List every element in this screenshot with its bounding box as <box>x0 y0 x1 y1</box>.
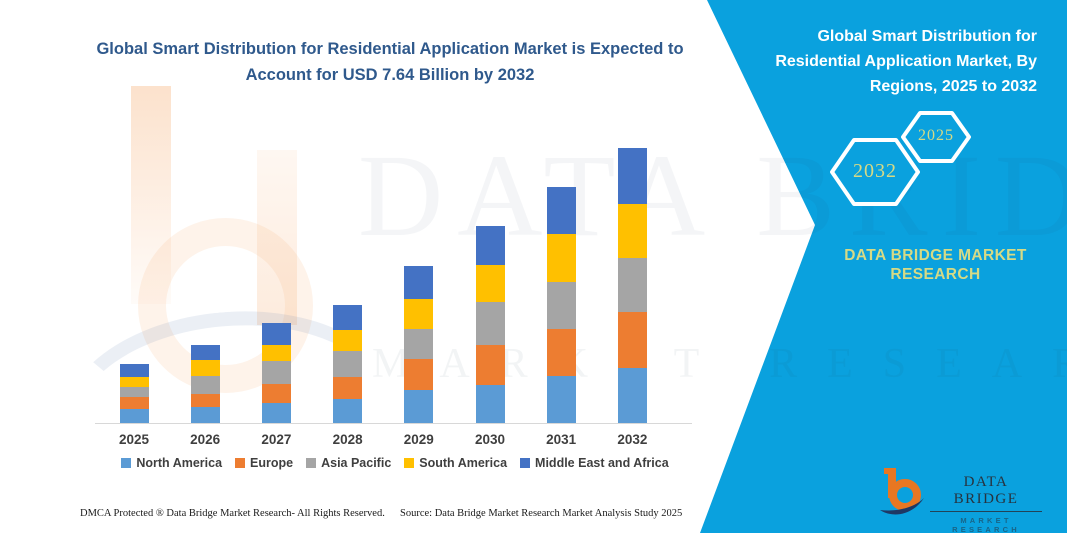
logo-text: DATA BRIDGE MARKET RESEARCH <box>930 474 1042 534</box>
legend-swatch <box>235 458 246 468</box>
bar-segment-middle-east-and-africa <box>261 323 291 345</box>
bar-segment-europe <box>404 359 434 390</box>
x-axis-label: 2029 <box>403 432 434 447</box>
bar-segment-europe <box>333 376 363 400</box>
logo-subtitle: MARKET RESEARCH <box>952 516 1020 534</box>
bar-segment-north-america <box>546 376 576 423</box>
bar-segment-europe <box>261 384 291 404</box>
legend-swatch <box>306 458 317 468</box>
bar-segment-middle-east-and-africa <box>475 226 505 265</box>
bar-segment-asia-pacific <box>333 351 363 377</box>
bar-segment-middle-east-and-africa <box>617 148 647 205</box>
bar-segment-asia-pacific <box>546 282 576 329</box>
bar-segment-europe <box>119 396 149 410</box>
bar-segment-europe <box>190 393 220 407</box>
bar-segment-south-america <box>119 376 149 387</box>
legend-item: Middle East and Africa <box>520 456 669 470</box>
bar-segment-asia-pacific <box>475 302 505 345</box>
x-axis-line <box>95 423 692 424</box>
bar-segment-middle-east-and-africa <box>333 305 363 330</box>
hexagon-2025-label: 2025 <box>918 127 954 144</box>
chart-legend: North America Europe Asia Pacific South Ame… <box>95 456 695 470</box>
x-axis-label: 2027 <box>261 432 292 447</box>
bar-segment-europe <box>546 328 576 377</box>
chart-title: Global Smart Distribution for Residentia… <box>50 36 730 88</box>
logo-name: DATA BRIDGE <box>930 474 1042 512</box>
bar-segment-asia-pacific <box>404 329 434 359</box>
legend-item: Europe <box>235 456 293 470</box>
logo-b-icon <box>880 468 924 515</box>
bar-segment-south-america <box>190 359 220 376</box>
bar-segment-south-america <box>333 329 363 352</box>
x-axis-label: 2025 <box>118 432 150 447</box>
bar-segment-north-america <box>119 409 149 423</box>
bar-segment-north-america <box>617 368 647 423</box>
chart-title-line1: Global Smart Distribution for Residentia… <box>96 40 684 58</box>
bar-segment-north-america <box>404 389 434 423</box>
hexagon-2025-shape <box>901 111 971 163</box>
bar-segment-middle-east-and-africa <box>546 186 576 235</box>
x-axis-label: 2030 <box>474 432 506 447</box>
legend-swatch <box>404 458 415 468</box>
x-axis-label: 2026 <box>190 432 221 447</box>
hexagon-2032-shape <box>830 138 920 206</box>
bar-segment-middle-east-and-africa <box>190 344 220 360</box>
brand-text: DATA BRIDGE MARKET RESEARCH <box>844 247 1027 283</box>
legend-label: North America <box>136 456 223 470</box>
bar-segment-north-america <box>190 406 220 423</box>
bar-segment-south-america <box>546 234 576 283</box>
legend-item: South America <box>404 456 507 470</box>
x-axis-label: 2031 <box>546 432 577 447</box>
bar-segment-middle-east-and-africa <box>119 363 149 377</box>
bar-segment-south-america <box>617 204 647 259</box>
bar-segment-north-america <box>333 399 363 423</box>
right-panel-title: Global Smart Distribution for Residentia… <box>775 28 1037 95</box>
bar-segment-asia-pacific <box>617 258 647 312</box>
x-axis-label: 2028 <box>332 432 363 447</box>
bar-segment-south-america <box>475 264 505 303</box>
bar-segment-europe <box>617 311 647 369</box>
legend-swatch <box>520 458 531 468</box>
bar-segment-asia-pacific <box>261 360 291 385</box>
data-bridge-logo: DATA BRIDGE MARKET RESEARCH <box>878 462 1053 534</box>
x-axis-label: 2032 <box>617 432 648 447</box>
dmca-notice: DMCA Protected ® Data Bridge Market Rese… <box>80 508 385 519</box>
chart-title-line2: Account for USD 7.64 Billion by 2032 <box>245 66 535 84</box>
legend-item: Asia Pacific <box>306 456 391 470</box>
bar-segment-south-america <box>404 298 434 330</box>
bar-segment-north-america <box>475 384 505 423</box>
hexagon-2032-label: 2032 <box>853 160 897 182</box>
legend-swatch <box>121 458 132 468</box>
legend-label: South America <box>419 456 508 470</box>
legend-label: Asia Pacific <box>321 456 392 470</box>
legend-label: Middle East and Africa <box>535 456 669 470</box>
source-notice: Source: Data Bridge Market Research Mark… <box>400 508 683 519</box>
legend-item: North America <box>121 456 222 470</box>
bar-segment-asia-pacific <box>190 375 220 394</box>
bar-segment-middle-east-and-africa <box>404 265 434 299</box>
bar-segment-asia-pacific <box>119 386 149 397</box>
bar-segment-europe <box>475 345 505 385</box>
legend-label: Europe <box>250 456 294 470</box>
bar-segment-south-america <box>261 345 291 361</box>
bar-segment-north-america <box>261 403 291 423</box>
